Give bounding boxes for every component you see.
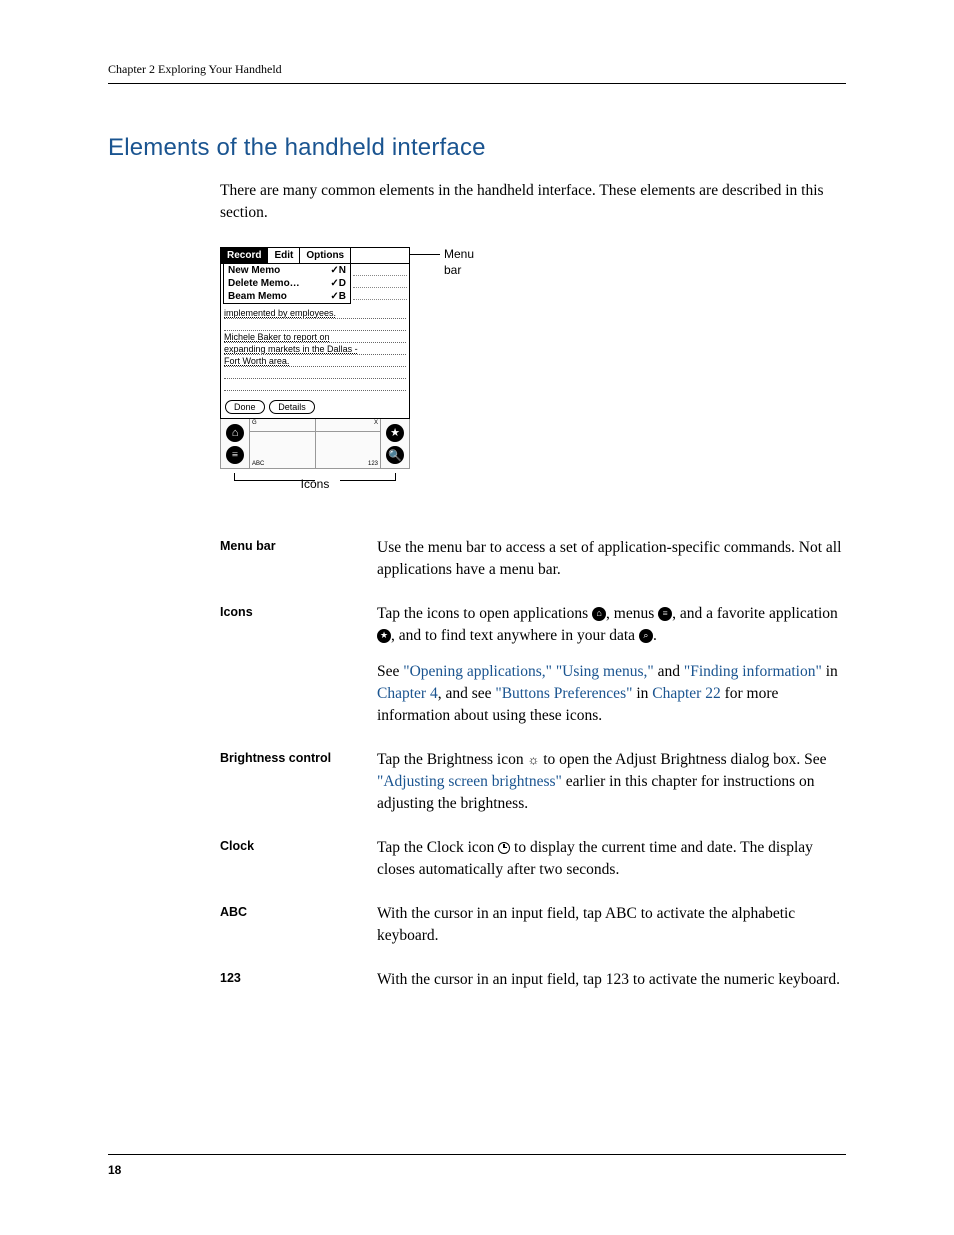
memo-line: Michele Baker to report on <box>224 332 406 343</box>
find-icon: 🔍 <box>386 446 404 464</box>
memo-line: expanding markets in the Dallas - <box>224 344 406 355</box>
definition-paragraph: See "Opening applications," "Using menus… <box>377 661 846 727</box>
menu-item-shortcut: ✓B <box>330 291 346 302</box>
definition-description: With the cursor in an input field, tap 1… <box>377 969 846 991</box>
graffiti-label: X <box>374 420 378 426</box>
clock-icon <box>498 842 510 854</box>
definition-term: ABC <box>220 903 377 919</box>
star-icon: ★ <box>386 424 404 442</box>
definition-row: Brightness controlTap the Brightness ico… <box>220 749 846 815</box>
menu-tab-record: Record <box>221 248 268 263</box>
definition-paragraph: Tap the icons to open applications ⌂, me… <box>377 603 846 647</box>
definition-row: ABCWith the cursor in an input field, ta… <box>220 903 846 947</box>
abc-label: ABC <box>252 461 264 467</box>
button-row: Done Details <box>221 396 409 418</box>
memo-line: Fort Worth area. <box>224 356 406 367</box>
menu-tabs: Record Edit Options <box>221 248 409 264</box>
definition-row: Menu barUse the menu bar to access a set… <box>220 537 846 581</box>
done-button: Done <box>225 400 265 414</box>
find-icon: ⌕ <box>639 629 653 643</box>
definition-list: Menu barUse the menu bar to access a set… <box>220 537 846 991</box>
memo-body: implemented by employees. Michele Baker … <box>221 304 409 396</box>
menu-item-label: New Memo <box>228 265 280 276</box>
handheld-screen: Record Edit Options New Memo ✓N Delete Me… <box>220 247 410 419</box>
intro-paragraph: There are many common elements in the ha… <box>220 180 846 223</box>
definition-description: With the cursor in an input field, tap A… <box>377 903 846 947</box>
memo-line <box>224 368 406 379</box>
cross-reference-link[interactable]: "Buttons Preferences" <box>495 685 632 702</box>
cross-reference-link[interactable]: "Adjusting screen brightness" <box>377 773 562 790</box>
definition-term: 123 <box>220 969 377 985</box>
menu-item-shortcut: ✓D <box>330 278 346 289</box>
graffiti-label: G <box>252 420 257 426</box>
section-title: Elements of the handheld interface <box>108 134 846 162</box>
page-number: 18 <box>108 1163 121 1177</box>
brightness-icon: ☼ <box>527 751 539 769</box>
cross-reference-link[interactable]: "Using menus," <box>556 663 654 680</box>
definition-row: ClockTap the Clock icon to display the c… <box>220 837 846 881</box>
definition-paragraph: With the cursor in an input field, tap A… <box>377 903 846 947</box>
cross-reference-link[interactable]: "Opening applications," <box>403 663 552 680</box>
star-icon: ★ <box>377 629 391 643</box>
page-footer: 18 <box>108 1154 846 1179</box>
memo-line: implemented by employees. <box>224 308 406 319</box>
definition-description: Use the menu bar to access a set of appl… <box>377 537 846 581</box>
memo-line <box>224 320 406 331</box>
details-button: Details <box>269 400 315 414</box>
definition-term: Icons <box>220 603 377 619</box>
cross-reference-link[interactable]: "Finding information" <box>684 663 822 680</box>
menu-item-label: Beam Memo <box>228 291 287 302</box>
memo-line <box>224 380 406 391</box>
cross-reference-link[interactable]: Chapter 4 <box>377 685 438 702</box>
menu-bar-callout: Menubar <box>444 247 474 278</box>
menu-item-shortcut: ✓N <box>330 265 346 276</box>
definition-term: Menu bar <box>220 537 377 553</box>
definition-term: Brightness control <box>220 749 377 765</box>
silkscreen-area: ⌂ ≡ G X ABC 123 ★ 🔍 <box>220 419 410 469</box>
definition-row: IconsTap the icons to open applications … <box>220 603 846 727</box>
menu-tab-options: Options <box>300 248 351 263</box>
home-icon: ⌂ <box>226 424 244 442</box>
definition-paragraph: Tap the Clock icon to display the curren… <box>377 837 846 881</box>
icons-caption: Icons <box>301 477 330 491</box>
menu-icon: ≡ <box>226 446 244 464</box>
menu-item-label: Delete Memo… <box>228 278 300 289</box>
definition-description: Tap the icons to open applications ⌂, me… <box>377 603 846 727</box>
definition-paragraph: Use the menu bar to access a set of appl… <box>377 537 846 581</box>
menu-icon: ≡ <box>658 607 672 621</box>
home-icon: ⌂ <box>592 607 606 621</box>
handheld-figure: Record Edit Options New Memo ✓N Delete Me… <box>220 247 846 487</box>
definition-description: Tap the Brightness icon ☼ to open the Ad… <box>377 749 846 815</box>
definition-paragraph: Tap the Brightness icon ☼ to open the Ad… <box>377 749 846 815</box>
definition-description: Tap the Clock icon to display the curren… <box>377 837 846 881</box>
definition-paragraph: With the cursor in an input field, tap 1… <box>377 969 846 991</box>
menu-dropdown: New Memo ✓N Delete Memo… ✓D Beam Memo ✓B <box>223 263 351 304</box>
definition-row: 123With the cursor in an input field, ta… <box>220 969 846 991</box>
123-label: 123 <box>368 461 378 467</box>
menu-tab-edit: Edit <box>268 248 300 263</box>
chapter-header: Chapter 2 Exploring Your Handheld <box>108 62 846 84</box>
cross-reference-link[interactable]: Chapter 22 <box>652 685 720 702</box>
definition-term: Clock <box>220 837 377 853</box>
